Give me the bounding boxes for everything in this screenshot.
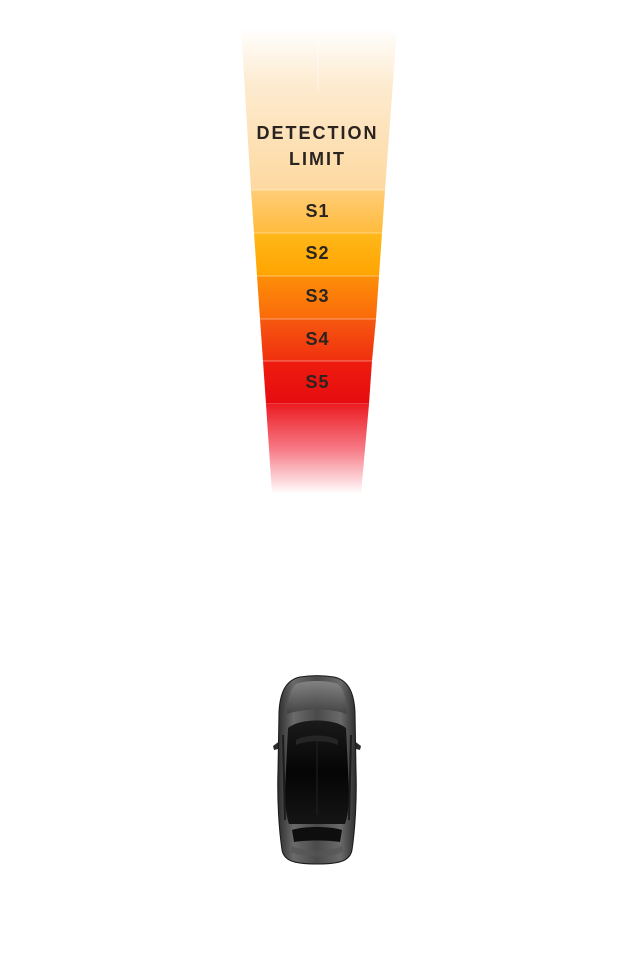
zone-s4-label: S4	[305, 329, 330, 349]
zone-s3-band	[257, 276, 379, 319]
detection-limit-area	[241, 28, 397, 190]
zone-s4-band	[260, 319, 376, 361]
zone-s2-band	[254, 233, 382, 276]
zone-s1-band	[251, 190, 385, 233]
detection-limit-label: DETECTION LIMIT	[0, 120, 635, 172]
zone-s1-label: S1	[305, 201, 330, 221]
detection-limit-line2: LIMIT	[289, 149, 346, 169]
detection-limit-line1: DETECTION	[256, 123, 379, 143]
zone-s5-band	[263, 361, 372, 404]
zone-s3-label: S3	[305, 286, 330, 306]
beam-origin-fade	[266, 404, 369, 494]
zone-s2-label: S2	[305, 243, 330, 263]
zone-s5-label: S5	[305, 372, 330, 392]
